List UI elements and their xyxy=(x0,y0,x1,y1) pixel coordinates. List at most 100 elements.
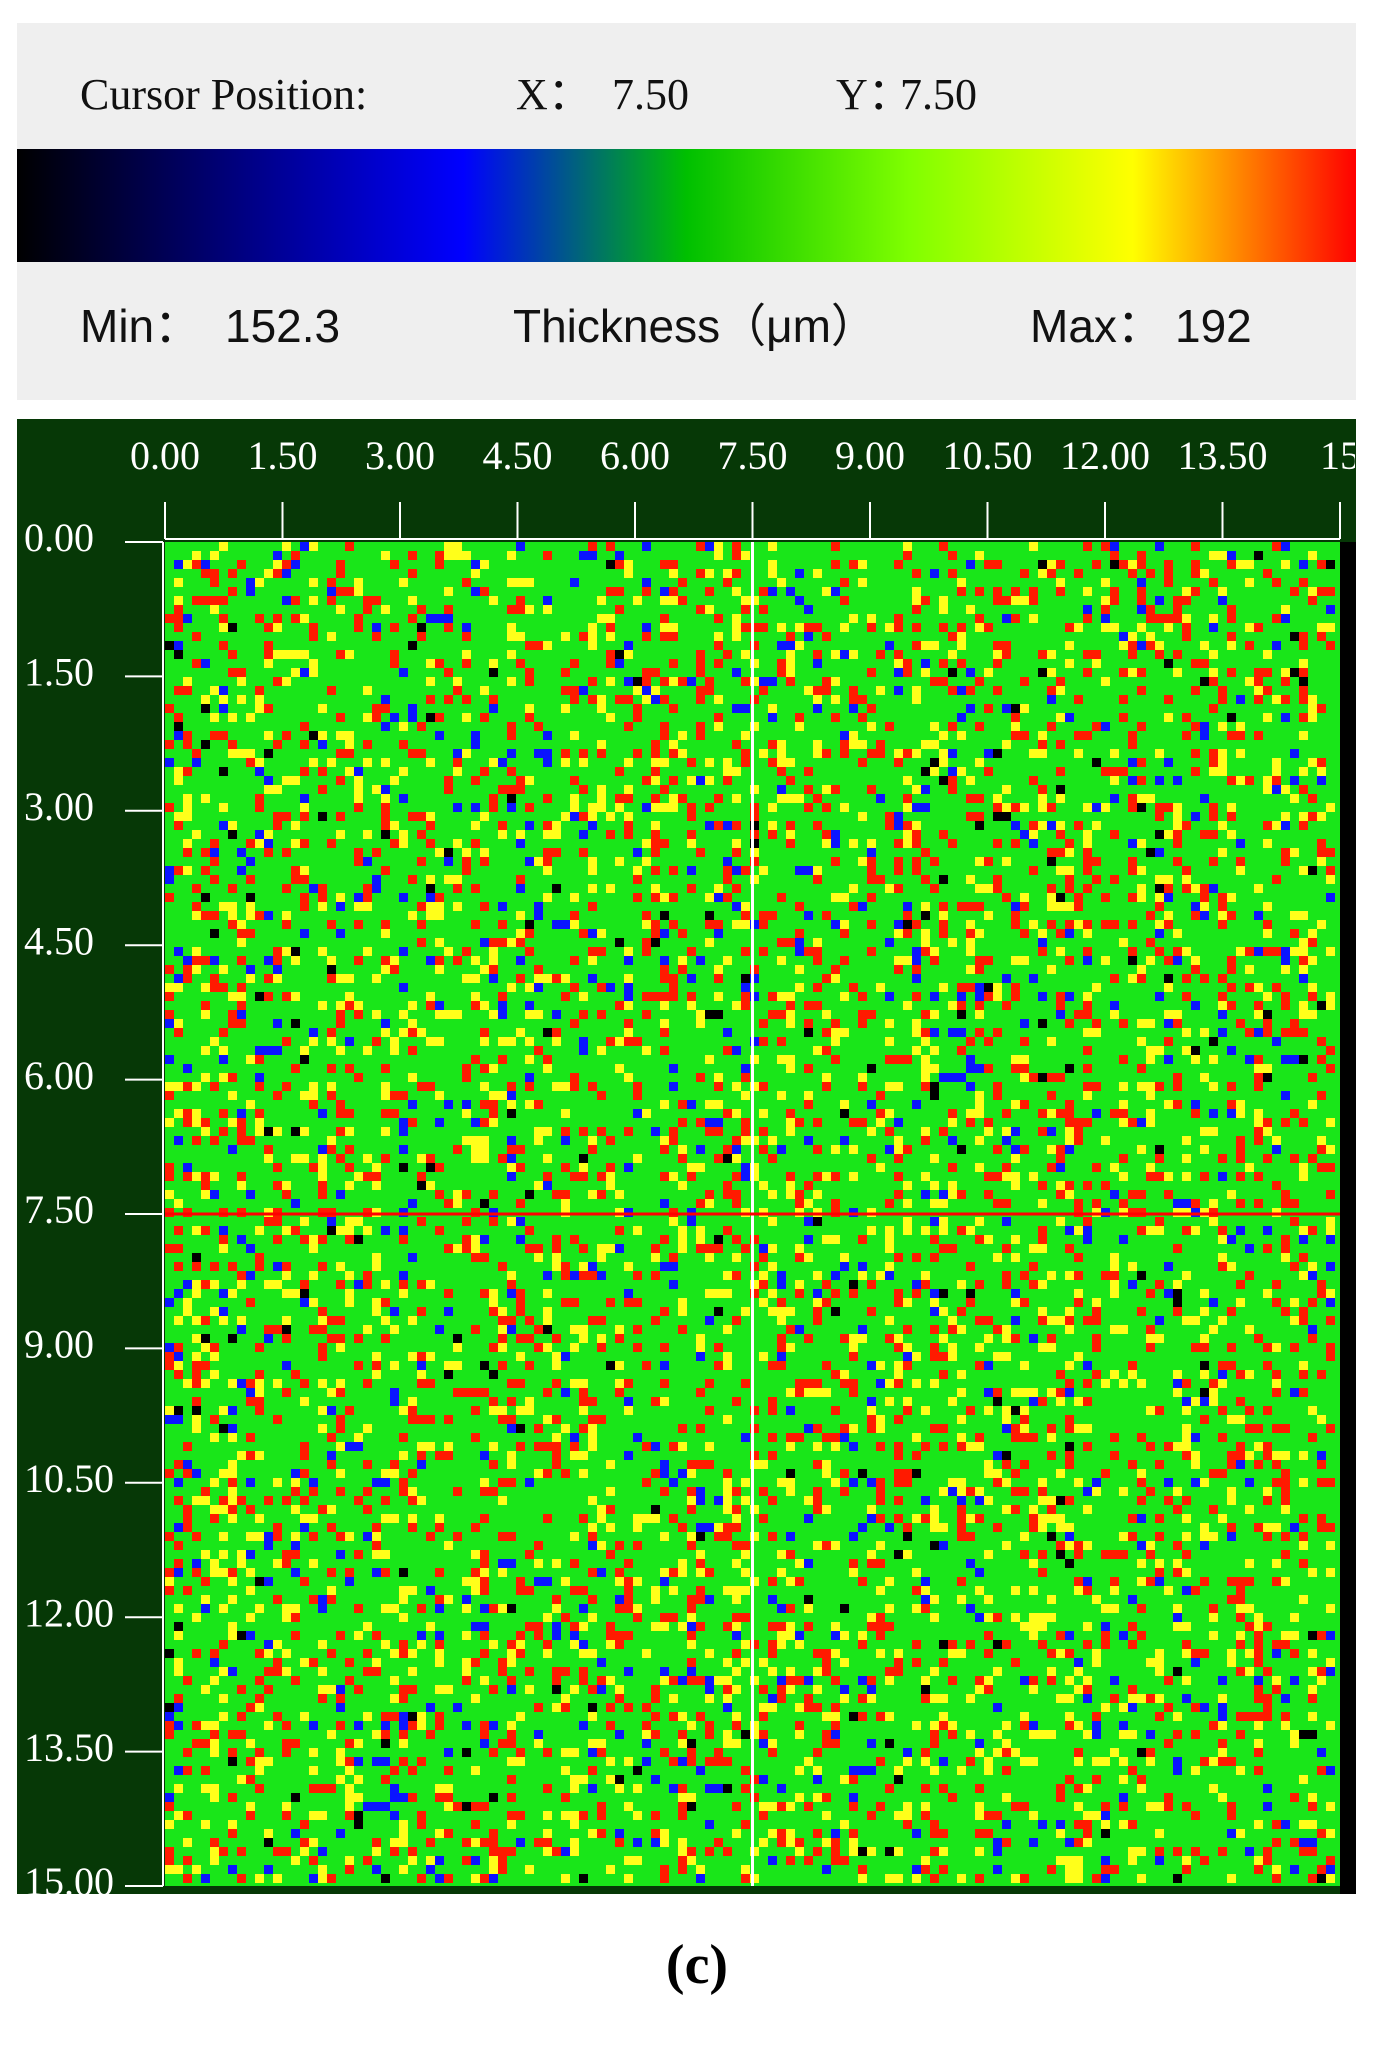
map-cell xyxy=(1137,605,1146,614)
map-cell xyxy=(507,1757,516,1766)
map-cell xyxy=(1083,839,1092,848)
map-cell xyxy=(606,1361,615,1370)
map-cell xyxy=(1236,1586,1245,1595)
map-cell xyxy=(282,731,291,740)
map-cell xyxy=(948,767,957,776)
map-cell xyxy=(768,1451,777,1460)
map-cell xyxy=(651,1244,660,1253)
map-cell xyxy=(615,1037,624,1046)
map-cell xyxy=(1146,1442,1155,1451)
map-cell xyxy=(1326,1352,1335,1361)
map-cell xyxy=(399,1586,408,1595)
map-cell xyxy=(975,1010,984,1019)
map-cell xyxy=(1182,1406,1191,1415)
map-cell xyxy=(1110,1586,1119,1595)
map-cell xyxy=(534,1046,543,1055)
map-cell xyxy=(552,1451,561,1460)
map-cell xyxy=(1272,1559,1281,1568)
map-cell xyxy=(975,1028,984,1037)
map-cell xyxy=(1065,1136,1074,1145)
map-cell xyxy=(165,758,174,767)
map-cell xyxy=(939,1226,948,1235)
map-cell xyxy=(435,1649,444,1658)
map-cell xyxy=(633,848,642,857)
map-cell xyxy=(885,1019,894,1028)
map-cell xyxy=(786,776,795,785)
map-cell xyxy=(732,1514,741,1523)
map-cell xyxy=(246,911,255,920)
map-cell xyxy=(1308,794,1317,803)
map-cell xyxy=(480,686,489,695)
map-cell xyxy=(264,1667,273,1676)
map-cell xyxy=(1209,1631,1218,1640)
map-cell xyxy=(273,1532,282,1541)
map-cell xyxy=(651,749,660,758)
map-cell xyxy=(1056,1388,1065,1397)
map-cell xyxy=(1155,902,1164,911)
map-cell xyxy=(678,1757,687,1766)
map-cell xyxy=(795,1631,804,1640)
map-cell xyxy=(1038,668,1047,677)
map-cell xyxy=(723,1622,732,1631)
map-cell xyxy=(282,992,291,1001)
map-cell xyxy=(867,1622,876,1631)
map-cell xyxy=(570,1631,579,1640)
map-cell xyxy=(957,1028,966,1037)
map-cell xyxy=(831,542,840,551)
map-cell xyxy=(885,1676,894,1685)
map-cell xyxy=(183,1109,192,1118)
map-cell xyxy=(1308,551,1317,560)
map-cell xyxy=(633,1154,642,1163)
map-cell xyxy=(1218,920,1227,929)
map-cell xyxy=(1011,1127,1020,1136)
map-cell xyxy=(489,1604,498,1613)
map-cell xyxy=(291,560,300,569)
map-cell xyxy=(1074,821,1083,830)
map-cell xyxy=(705,1055,714,1064)
map-cell xyxy=(462,848,471,857)
map-cell xyxy=(984,857,993,866)
map-cell xyxy=(246,1244,255,1253)
map-cell xyxy=(768,830,777,839)
map-cell xyxy=(381,1064,390,1073)
map-cell xyxy=(975,821,984,830)
map-cell xyxy=(309,659,318,668)
map-cell xyxy=(1110,767,1119,776)
map-cell xyxy=(246,1757,255,1766)
map-cell xyxy=(174,866,183,875)
map-cell xyxy=(1020,1100,1029,1109)
map-cell xyxy=(507,650,516,659)
map-cell xyxy=(633,1037,642,1046)
map-cell xyxy=(885,1784,894,1793)
map-cell xyxy=(966,812,975,821)
map-cell xyxy=(507,1145,516,1154)
map-cell xyxy=(1065,1019,1074,1028)
map-cell xyxy=(849,1442,858,1451)
map-cell xyxy=(354,1361,363,1370)
map-cell xyxy=(426,812,435,821)
map-cell xyxy=(948,1163,957,1172)
map-cell xyxy=(975,956,984,965)
map-cell xyxy=(768,1694,777,1703)
map-cell xyxy=(1020,803,1029,812)
map-cell xyxy=(912,1721,921,1730)
map-cell xyxy=(399,983,408,992)
map-cell xyxy=(336,1379,345,1388)
map-cell xyxy=(1272,1676,1281,1685)
map-cell xyxy=(1128,947,1137,956)
map-cell xyxy=(1281,1496,1290,1505)
cursor-y-label: Y： xyxy=(836,70,912,119)
map-cell xyxy=(714,1496,723,1505)
map-cell xyxy=(642,632,651,641)
map-cell xyxy=(399,1721,408,1730)
map-cell xyxy=(759,587,768,596)
map-cell xyxy=(534,1010,543,1019)
map-cell xyxy=(795,947,804,956)
map-cell xyxy=(300,803,309,812)
map-cell xyxy=(318,1685,327,1694)
map-cell xyxy=(759,1739,768,1748)
map-cell xyxy=(732,884,741,893)
map-cell xyxy=(246,758,255,767)
map-cell xyxy=(714,1523,723,1532)
